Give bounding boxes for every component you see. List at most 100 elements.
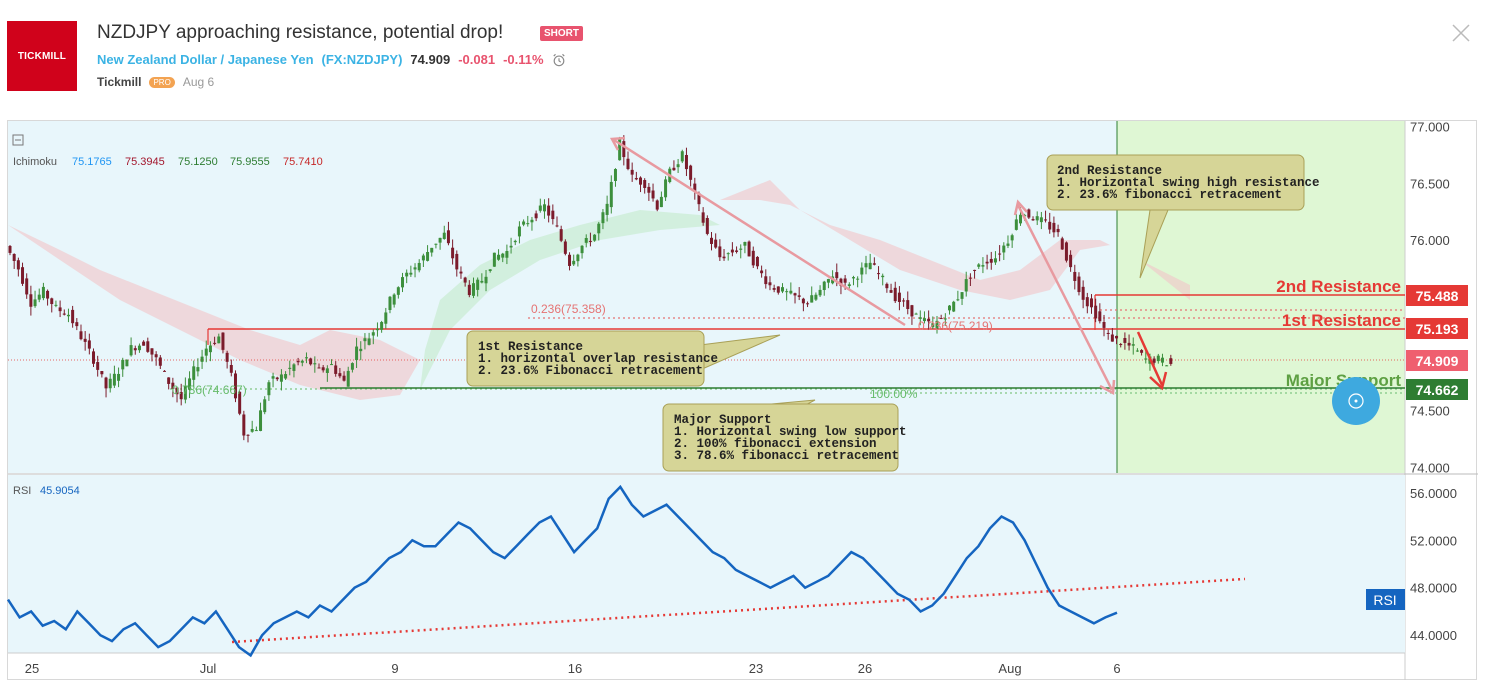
candle-body (551, 210, 555, 220)
alarm-clock-icon[interactable] (552, 53, 566, 67)
tickmill-logo[interactable]: TICKMILL (7, 21, 77, 91)
candle-body (325, 368, 329, 373)
candlestick-series (8, 135, 1173, 443)
candle-body (885, 283, 889, 289)
candle-body (317, 367, 321, 369)
ichimoku-value-2: 75.3945 (125, 156, 165, 168)
candle-body (722, 256, 726, 259)
symbol-name[interactable]: New Zealand Dollar / Japanese Yen (97, 52, 314, 67)
candle-body (630, 169, 634, 175)
callout-support[interactable] (662, 399, 899, 472)
candle-body (246, 434, 250, 436)
candle-body (1044, 219, 1048, 221)
candle-body (651, 190, 655, 199)
candle-body (822, 281, 826, 291)
candle-body (313, 363, 317, 365)
candle-body (998, 253, 1002, 255)
candle-body (559, 229, 563, 241)
chart-widget-button[interactable] (1332, 377, 1380, 425)
candle-body (405, 272, 409, 277)
candle-body (593, 234, 597, 241)
candle-body (1081, 286, 1085, 300)
callout-resistance-1[interactable] (466, 330, 781, 387)
candle-body (1160, 357, 1164, 363)
candle-body (359, 348, 363, 352)
price-tick-label: 74.500 (1410, 404, 1450, 419)
price-tag-1st-resistance: 75.193 (1406, 318, 1468, 339)
callout-r1-line-1: 1st Resistance (478, 340, 583, 354)
candle-body (1115, 335, 1119, 339)
candle-body (843, 278, 847, 283)
candle-body (1077, 276, 1081, 293)
candle-body (513, 240, 517, 243)
ichimoku-legend: Ichimoku 75.1765 75.3945 75.1250 75.9555… (13, 156, 323, 168)
price-tick-label: 74.000 (1410, 460, 1450, 475)
candle-body (601, 212, 605, 224)
close-icon[interactable] (1450, 22, 1472, 44)
candle-body (956, 299, 960, 301)
candle-body (985, 261, 989, 264)
candle-body (346, 370, 350, 387)
candle-body (868, 262, 872, 270)
candle-body (1048, 221, 1052, 230)
fib-label-c: 0.786(74.667) (172, 383, 247, 397)
time-axis: 25 Jul 9 16 23 26 Aug 6 (25, 661, 1121, 676)
price-tag-support: 74.662 (1406, 379, 1468, 400)
candle-body (1039, 217, 1043, 223)
candle-body (580, 245, 584, 254)
price-tag-2nd-resistance: 75.488 (1406, 285, 1468, 306)
candle-body (1064, 242, 1068, 261)
rsi-label: RSI (13, 485, 31, 497)
time-tick-label: 16 (568, 661, 582, 676)
candle-body (893, 287, 897, 302)
candle-body (1140, 350, 1144, 353)
candle-body (150, 348, 154, 355)
candle-body (488, 269, 492, 271)
candle-body (100, 371, 104, 375)
candle-body (263, 399, 267, 413)
candle-body (1052, 222, 1056, 233)
candle-body (471, 283, 475, 296)
rsi-tick-label: 44.0000 (1410, 628, 1457, 643)
candle-body (426, 252, 430, 261)
fib-label-b: 0.236(75.219) (918, 319, 993, 333)
candle-body (1144, 358, 1148, 360)
candle-body (568, 254, 572, 266)
candle-body (797, 295, 801, 297)
candle-body (388, 296, 392, 310)
candle-body (801, 298, 805, 304)
candle-body (401, 277, 405, 288)
chart-frame[interactable] (7, 120, 1477, 680)
symbol-code[interactable]: (FX:NZDJPY) (321, 52, 403, 67)
candle-body (826, 279, 830, 283)
collapse-legend-icon[interactable] (12, 134, 24, 146)
candle-body (768, 282, 772, 286)
candle-body (321, 367, 325, 371)
candle-body (789, 290, 793, 294)
candle-body (542, 204, 546, 212)
candle-body (492, 252, 496, 267)
candle-body (618, 139, 622, 161)
candle-body (225, 352, 229, 362)
symbol-change-pct: -0.11% (503, 52, 544, 67)
callout-resistance-2[interactable] (1046, 154, 1305, 279)
candle-body (455, 253, 459, 270)
svg-text:75.193: 75.193 (1416, 321, 1459, 337)
candle-body (384, 312, 388, 324)
candle-body (1002, 245, 1006, 253)
candle-body (1031, 219, 1035, 221)
candle-body (396, 287, 400, 295)
candle-body (889, 290, 893, 293)
author-name[interactable]: Tickmill (97, 75, 142, 89)
svg-text:75.488: 75.488 (1416, 288, 1459, 304)
candle-body (1035, 216, 1039, 221)
ichimoku-value-3: 75.1250 (178, 156, 218, 168)
candle-body (922, 318, 926, 322)
author-row: Tickmill PRO Aug 6 (97, 75, 214, 89)
candle-body (162, 370, 166, 372)
rsi-axis: 56.0000 52.0000 48.0000 44.0000 (1410, 486, 1457, 643)
candle-body (54, 304, 58, 306)
candle-body (693, 183, 697, 191)
ichimoku-cloud-bear-1 (8, 225, 420, 400)
